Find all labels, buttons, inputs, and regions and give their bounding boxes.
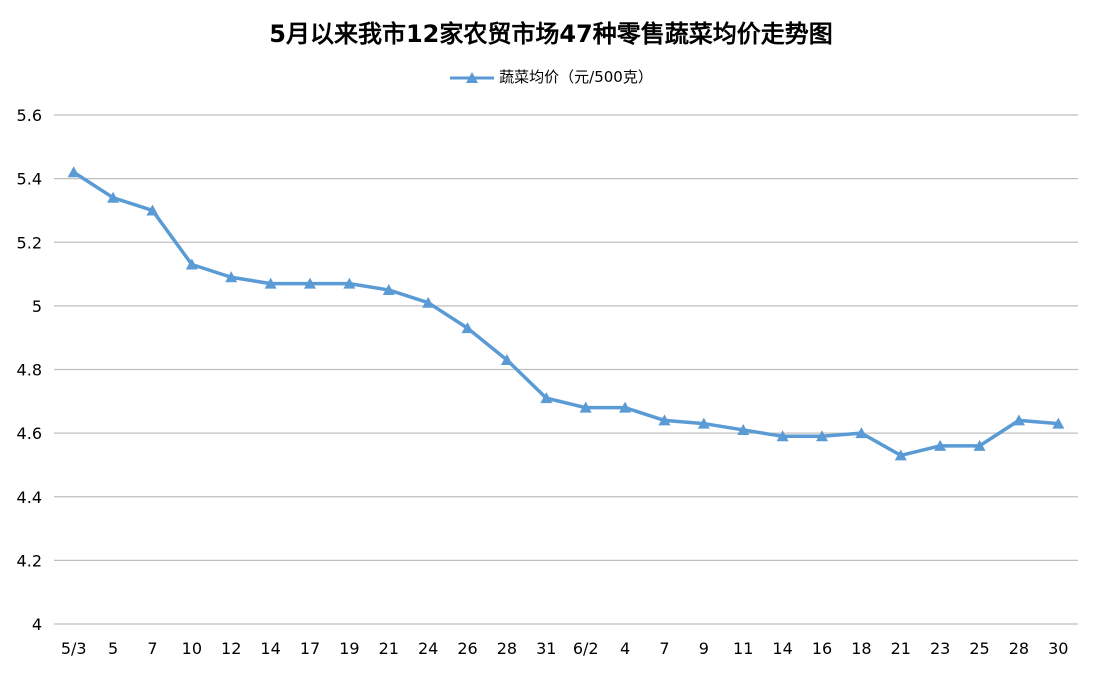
x-tick-label: 17 [300,639,320,658]
data-point-marker [422,296,435,308]
data-point-marker [1052,417,1065,429]
x-tick-label: 6/2 [573,639,599,658]
x-tick-label: 11 [733,639,753,658]
x-tick-label: 21 [379,639,399,658]
data-point-marker [67,166,80,178]
x-tick-label: 7 [147,639,157,658]
x-tick-label: 10 [182,639,202,658]
y-axis: 4 4.2 4.4 4.6 4.8 5 5.2 5.4 5.6 [17,106,42,634]
x-tick-label: 31 [536,639,556,658]
data-point-marker [894,449,907,461]
data-point-marker [461,322,474,334]
data-point-marker [343,277,356,289]
data-point-marker [619,401,632,413]
x-tick-label: 4 [620,639,630,658]
y-tick-label: 5.6 [17,106,42,125]
y-tick-label: 4.8 [17,361,42,380]
x-tick-label: 25 [969,639,989,658]
x-tick-label: 24 [418,639,438,658]
x-tick-label: 28 [497,639,517,658]
x-tick-label: 16 [812,639,832,658]
x-tick-label: 14 [772,639,792,658]
legend-label: 蔬菜均价（元/500克） [499,68,653,86]
data-point-marker [146,204,159,216]
x-axis: 5/3 5 7 10 12 14 17 19 21 24 26 28 31 6/2 4 7 9 11 14 16 18 2… [61,639,1069,658]
series-line [72,170,1059,458]
data-point-marker [107,191,120,203]
data-point-marker [225,271,238,283]
data-point-marker [500,353,513,365]
y-tick-label: 4.2 [17,551,42,570]
data-point-marker [816,430,828,442]
x-tick-label: 7 [659,639,669,658]
x-tick-label: 28 [1009,639,1029,658]
legend: 蔬菜均价（元/500克） [0,66,1102,87]
x-tick-label: 19 [339,639,359,658]
x-tick-label: 14 [260,639,280,658]
y-tick-label: 5 [32,297,42,316]
data-point-marker [185,258,198,270]
y-tick-label: 4.6 [17,424,42,443]
data-point-marker [1012,414,1025,426]
x-tick-label: 21 [891,639,911,658]
legend-marker-icon [450,71,495,83]
y-tick-label: 4 [32,615,42,634]
series-layer [67,166,1065,461]
x-tick-label: 18 [851,639,871,658]
data-point-marker [697,417,710,429]
x-tick-label: 26 [457,639,477,658]
data-point-marker [776,430,789,442]
data-point-marker [382,283,395,295]
x-tick-label: 12 [221,639,241,658]
data-point-marker [304,277,316,289]
gridlines [54,114,1078,625]
chart-title: 5月以来我市12家农贸市场47种零售蔬菜均价走势图 [269,20,833,48]
data-point-marker [540,392,553,404]
x-tick-label: 9 [699,639,709,658]
data-point-marker [658,414,671,426]
y-tick-label: 5.4 [17,170,42,189]
y-tick-label: 5.2 [17,233,42,252]
data-point-marker [934,439,947,451]
y-tick-label: 4.4 [17,488,42,507]
data-point-marker [855,427,868,439]
x-tick-label: 30 [1048,639,1068,658]
data-point-marker [737,423,750,435]
x-tick-label: 5 [108,639,118,658]
data-point-marker [579,401,592,413]
data-point-marker [264,277,277,289]
x-tick-label: 23 [930,639,950,658]
data-point-marker [973,439,986,451]
x-tick-label: 5/3 [61,639,87,658]
